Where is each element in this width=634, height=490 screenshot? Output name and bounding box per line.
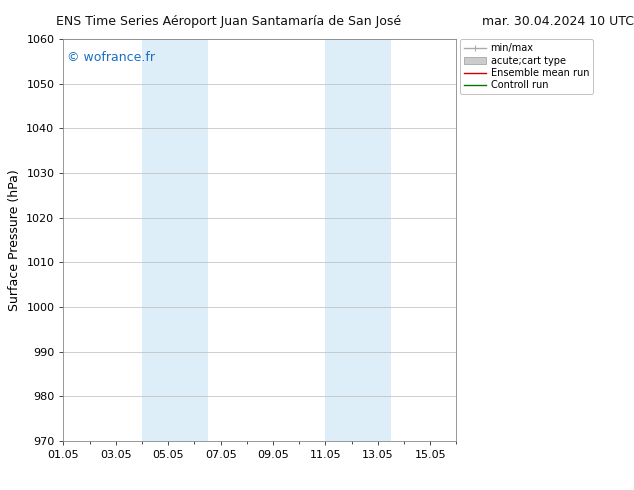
- Text: © wofrance.fr: © wofrance.fr: [67, 51, 155, 64]
- Bar: [325, 39, 391, 441]
- Text: ENS Time Series Aéroport Juan Santamaría de San José: ENS Time Series Aéroport Juan Santamaría…: [56, 15, 401, 28]
- Y-axis label: Surface Pressure (hPa): Surface Pressure (hPa): [8, 169, 21, 311]
- Bar: [142, 39, 207, 441]
- Text: mar. 30.04.2024 10 UTC: mar. 30.04.2024 10 UTC: [482, 15, 634, 28]
- Legend: min/max, acute;cart type, Ensemble mean run, Controll run: min/max, acute;cart type, Ensemble mean …: [460, 39, 593, 94]
